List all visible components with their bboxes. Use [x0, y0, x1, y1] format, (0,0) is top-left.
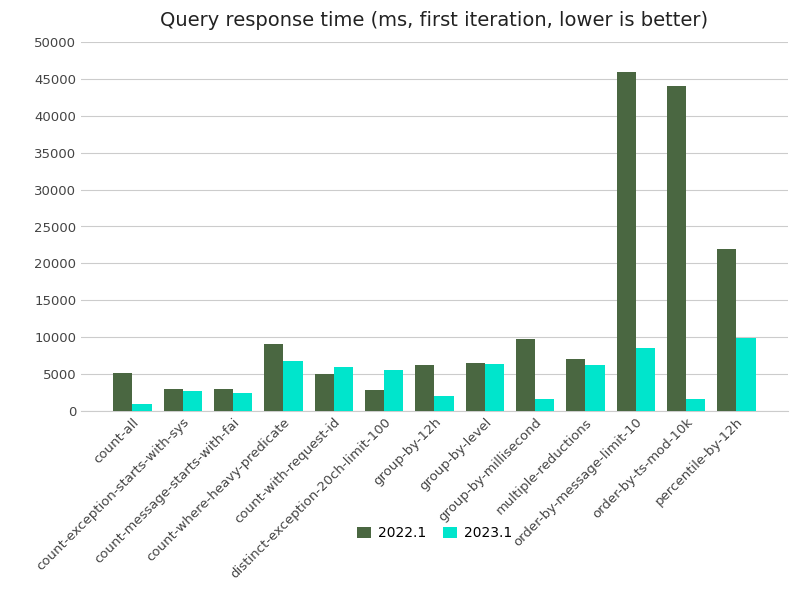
Bar: [333, 367, 353, 411]
Bar: [384, 370, 403, 411]
Title: Query response time (ms, first iteration, lower is better): Query response time (ms, first iteration…: [160, 11, 708, 30]
Bar: [666, 86, 685, 411]
Bar: [264, 344, 283, 411]
Bar: [283, 361, 303, 411]
Bar: [364, 390, 384, 411]
Bar: [233, 393, 252, 411]
Bar: [565, 359, 585, 411]
Bar: [484, 364, 504, 411]
Bar: [114, 373, 132, 411]
Bar: [214, 388, 233, 411]
Bar: [414, 365, 434, 411]
Legend: 2022.1, 2023.1: 2022.1, 2023.1: [351, 521, 517, 546]
Bar: [685, 399, 704, 411]
Bar: [716, 249, 736, 411]
Bar: [635, 348, 654, 411]
Bar: [515, 338, 534, 411]
Bar: [616, 72, 635, 411]
Bar: [736, 338, 754, 411]
Bar: [182, 391, 202, 411]
Bar: [465, 363, 484, 411]
Bar: [434, 396, 453, 411]
Bar: [534, 399, 554, 411]
Bar: [314, 374, 333, 411]
Bar: [585, 365, 604, 411]
Bar: [164, 388, 182, 411]
Bar: [132, 404, 152, 411]
